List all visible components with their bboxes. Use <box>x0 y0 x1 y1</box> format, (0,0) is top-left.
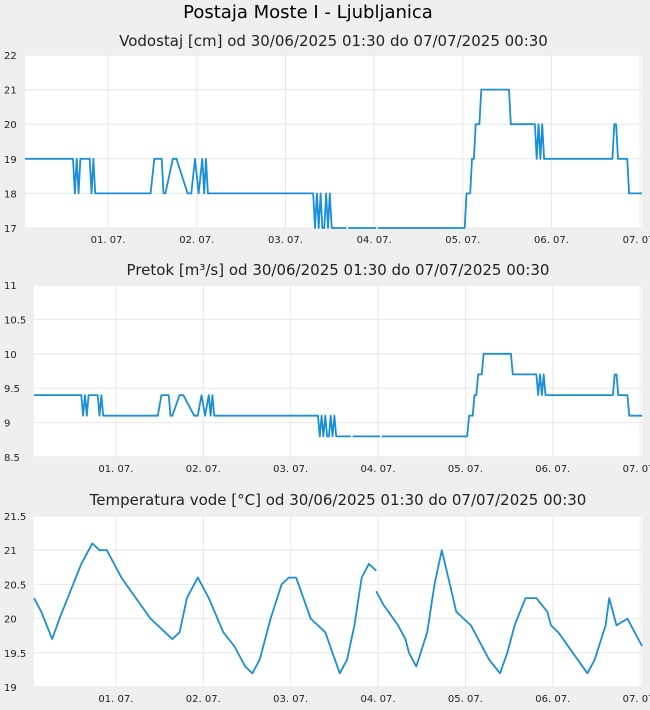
x-tick-label: 07. 07. <box>623 464 650 475</box>
x-tick-label: 05. 07. <box>445 235 480 246</box>
y-tick-label: 20 <box>4 615 17 626</box>
chart-title: Temperatura vode [°C] od 30/06/2025 01:3… <box>89 491 587 509</box>
x-tick-label: 04. 07. <box>361 464 396 475</box>
x-tick-label: 07. 07. <box>623 694 650 705</box>
y-tick-label: 17 <box>4 224 17 235</box>
y-tick-label: 9.5 <box>4 384 20 395</box>
x-tick-label: 03. 07. <box>273 694 308 705</box>
x-tick-label: 01. 07. <box>91 235 126 246</box>
plot-area <box>34 516 642 687</box>
y-tick-label: 21.5 <box>4 512 26 523</box>
y-tick-label: 22 <box>4 51 17 62</box>
x-tick-label: 02. 07. <box>179 235 214 246</box>
x-tick-label: 03. 07. <box>273 464 308 475</box>
y-tick-label: 19.5 <box>4 649 26 660</box>
x-tick-label: 07. 07. <box>623 235 650 246</box>
x-tick-label: 02. 07. <box>186 464 221 475</box>
y-tick-label: 21 <box>4 86 17 97</box>
y-tick-label: 20.5 <box>4 580 26 591</box>
series-line <box>25 157 347 229</box>
chart-title: Vodostaj [cm] od 30/06/2025 01:30 do 07/… <box>119 32 548 50</box>
y-tick-label: 20 <box>4 120 17 131</box>
y-tick-label: 9 <box>4 419 10 430</box>
y-tick-label: 18 <box>4 189 17 200</box>
x-tick-label: 06. 07. <box>535 464 570 475</box>
x-tick-label: 05. 07. <box>448 694 483 705</box>
plot-area <box>25 55 642 228</box>
page-title: Postaja Moste I - Ljubljanica <box>183 2 433 23</box>
chart-title: Pretok [m³/s] od 30/06/2025 01:30 do 07/… <box>127 261 550 279</box>
y-tick-label: 19 <box>4 683 17 694</box>
x-tick-label: 06. 07. <box>534 235 569 246</box>
y-tick-label: 11 <box>4 281 17 292</box>
series-line <box>360 563 377 579</box>
x-tick-label: 03. 07. <box>268 235 303 246</box>
x-tick-label: 01. 07. <box>98 464 133 475</box>
series-line <box>34 394 351 438</box>
plot-area <box>34 285 642 457</box>
y-tick-label: 10.5 <box>4 315 26 326</box>
y-tick-label: 8.5 <box>4 453 20 464</box>
series-line <box>33 542 363 675</box>
x-tick-label: 04. 07. <box>361 694 396 705</box>
x-tick-label: 06. 07. <box>535 694 570 705</box>
x-tick-label: 01. 07. <box>98 694 133 705</box>
y-tick-label: 10 <box>4 350 17 361</box>
series-line <box>377 88 642 229</box>
series-line <box>381 352 642 438</box>
series-line <box>375 549 643 675</box>
x-tick-label: 04. 07. <box>357 235 392 246</box>
y-tick-label: 19 <box>4 155 17 166</box>
y-tick-label: 21 <box>4 546 17 557</box>
x-tick-label: 02. 07. <box>186 694 221 705</box>
x-tick-label: 05. 07. <box>448 464 483 475</box>
